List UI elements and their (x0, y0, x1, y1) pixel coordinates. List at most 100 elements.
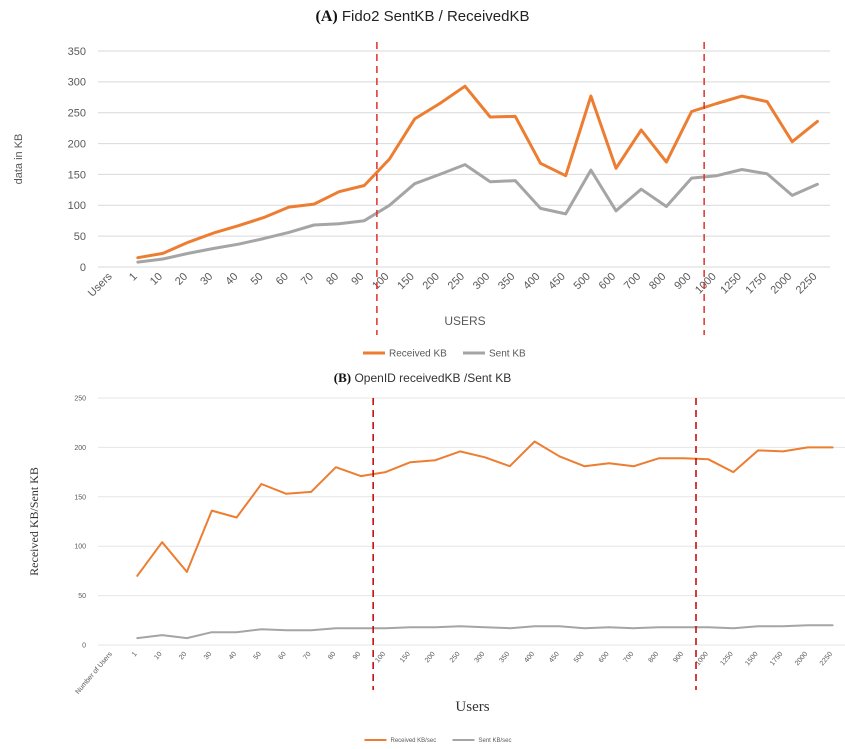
chart-b-panel-letter: (B) (333, 370, 352, 385)
chart-a-x-tick-label: 1750 (743, 271, 769, 297)
chart-b-series-received-kb-sec-point (657, 457, 660, 460)
chart-b-series-received-kb-sec-point (384, 471, 387, 473)
chart-b-series-sent-kb-sec-point (260, 628, 263, 630)
chart-a-series-sent-kb-point (464, 163, 466, 166)
chart-a-series-sent-kb-point (665, 205, 668, 208)
chart-a-series-received-kb-point (363, 184, 366, 187)
chart-b-y-tick-label: 200 (74, 445, 86, 452)
chart-b-series-received-kb-sec-point (806, 446, 809, 449)
chart-b-series-received-kb-sec-point (707, 458, 710, 461)
chart-a-title: Fido2 SentKB / ReceivedKB (341, 8, 530, 25)
chart-a-x-tick-label: 60 (274, 271, 291, 288)
chart-b-series-received-kb-sec-point (409, 461, 412, 464)
chart-b-x-tick-label: 200 (424, 651, 437, 665)
chart-b-x-tick-label: 1250 (719, 651, 734, 668)
chart-a-y-tick-label: 300 (68, 77, 86, 89)
chart-b-series-received-kb-sec-point (235, 516, 238, 519)
chart-b-x-axis-title: Users (455, 699, 489, 715)
chart-b-series-sent-kb-sec-point (359, 627, 362, 630)
chart-a-x-tick-label: 80 (324, 271, 341, 288)
chart-b-x-tick-label: 300 (474, 651, 487, 665)
chart-a-x-tick-label: 450 (546, 271, 567, 292)
chart-b-y-axis-title: Received KB/Sent KB (27, 467, 41, 576)
chart-a-y-tick-label: 200 (68, 138, 86, 150)
chart-b-series-received-kb-sec-point (161, 541, 163, 544)
chart-b-series-received-kb-sec-point (682, 457, 685, 460)
chart-a-x-tick-label: 500 (572, 271, 593, 292)
chart-a-series-received-kb-point (489, 116, 491, 118)
chart-a-series-received-kb-point (766, 100, 768, 103)
chart-a-legend-label-received-kb: Received KB (389, 349, 447, 360)
chart-b-y-tick-label: 100 (74, 544, 86, 551)
chart-a-series-sent-kb-point (439, 173, 441, 176)
chart-a-x-tick-label: 2250 (794, 271, 820, 297)
chart-b-series-received-kb-sec-point (508, 465, 511, 467)
chart-a-x-tick-label: 350 (496, 271, 517, 292)
chart-a-series-sent-kb-point (187, 252, 189, 255)
chart-a-series-sent-kb-point (162, 258, 164, 260)
chart-b-x-tick-label: 80 (327, 651, 337, 662)
chart-b-x-tick-label: 800 (647, 651, 660, 665)
chart-b-x-tick-label: 1750 (769, 651, 784, 668)
chart-b-series-sent-kb-sec-point (136, 637, 139, 639)
chart-b-series-sent-kb-sec-point (682, 626, 685, 629)
chart-b-x-tick-label: 70 (302, 651, 312, 662)
chart-a-series-received-kb-point (539, 162, 542, 165)
chart-b-series-sent-kb-sec-point (831, 624, 834, 627)
chart-a-series-received-kb-point (816, 120, 819, 123)
chart-b-x-tick-label: 1 (131, 651, 139, 659)
chart-a-series-sent-kb-point (741, 168, 743, 171)
chart-b-series-sent-kb-sec-point (608, 626, 610, 629)
chart-a-y-tick-label: 0 (80, 262, 86, 274)
chart-b-series-received-kb-sec-point (285, 493, 288, 495)
chart-b-y-tick-label: 150 (74, 494, 86, 501)
chart-b-series-sent-kb-sec-point (583, 627, 586, 630)
chart-b-series-received-kb-sec-point (210, 509, 213, 512)
chart-b-series-sent-kb-sec-point (434, 626, 437, 629)
chart-a-series-sent-kb-point (514, 179, 517, 182)
chart-a-series-received-kb-point (388, 158, 391, 160)
chart-b-series-sent-kb-sec-point (161, 634, 163, 636)
chart-b-legend-label-sent-kb-sec: Sent KB/sec (479, 738, 512, 744)
chart-b-series-sent-kb-sec-point (459, 625, 461, 628)
chart-a-x-tick-label: 1000 (693, 271, 719, 297)
chart-a-x-tick-label: 100 (370, 271, 391, 292)
chart-b-series-received-kb-sec-point (608, 462, 610, 465)
chart-a-series-received-kb-point (615, 167, 617, 170)
chart-a-series-received-kb-point (187, 241, 189, 244)
chart-b-y-tick-label: 250 (74, 395, 86, 402)
chart-b-series-sent-kb-sec-point (310, 629, 312, 631)
chart-a-series-received-kb-point (313, 203, 315, 205)
chart-b-series-sent-kb-sec-point (409, 626, 412, 629)
chart-b-series-received-kb-sec-point (558, 455, 561, 458)
chart-a-y-tick-label: 250 (68, 108, 86, 120)
chart-a-series-sent-kb-point (615, 210, 617, 212)
chart-a-series-received-kb-point (741, 95, 743, 97)
chart-b-x-tick-label: 30 (203, 651, 213, 662)
chart-b-y-tick-label: 0 (82, 642, 86, 649)
chart-b-x-tick-label: 1000 (695, 651, 710, 668)
chart-a-series-received-kb-point (464, 85, 466, 87)
chart-b-x-tick-label: 1500 (744, 651, 759, 668)
chart-a-panel-letter: (A) (315, 8, 338, 25)
chart-a-series-received-kb-point (640, 129, 643, 131)
chart-a-series-sent-kb-point (489, 181, 491, 183)
chart-a-series-sent-kb-point (564, 213, 567, 215)
chart-b-series-sent-kb-sec-point (657, 626, 660, 629)
chart-a-series-received-kb-point (338, 190, 340, 193)
chart-b-series-sent-kb-sec-point (210, 631, 213, 633)
chart-a-x-tick-label: 700 (622, 271, 643, 292)
chart-a-series-received-kb-point (791, 140, 794, 143)
chart-b-series-sent-kb-sec-point (757, 625, 759, 628)
chart-a-series-sent-kb-point (212, 247, 215, 250)
chart-a-y-tick-label: 100 (68, 200, 86, 212)
chart-a-x-tick-label: 200 (420, 271, 441, 292)
chart-a-x-axis-title: USERS (444, 314, 485, 328)
chart-a-series-sent-kb-point (363, 219, 366, 222)
chart-b-x-tick-label: 2250 (819, 651, 834, 668)
chart-b-series-sent-kb-sec-point (533, 625, 536, 628)
chart-b-series-received-kb-sec-point (782, 450, 784, 453)
chart-a-x-tick-label: 10 (148, 271, 165, 288)
chart-b-series-sent-kb-sec-point (806, 624, 809, 627)
